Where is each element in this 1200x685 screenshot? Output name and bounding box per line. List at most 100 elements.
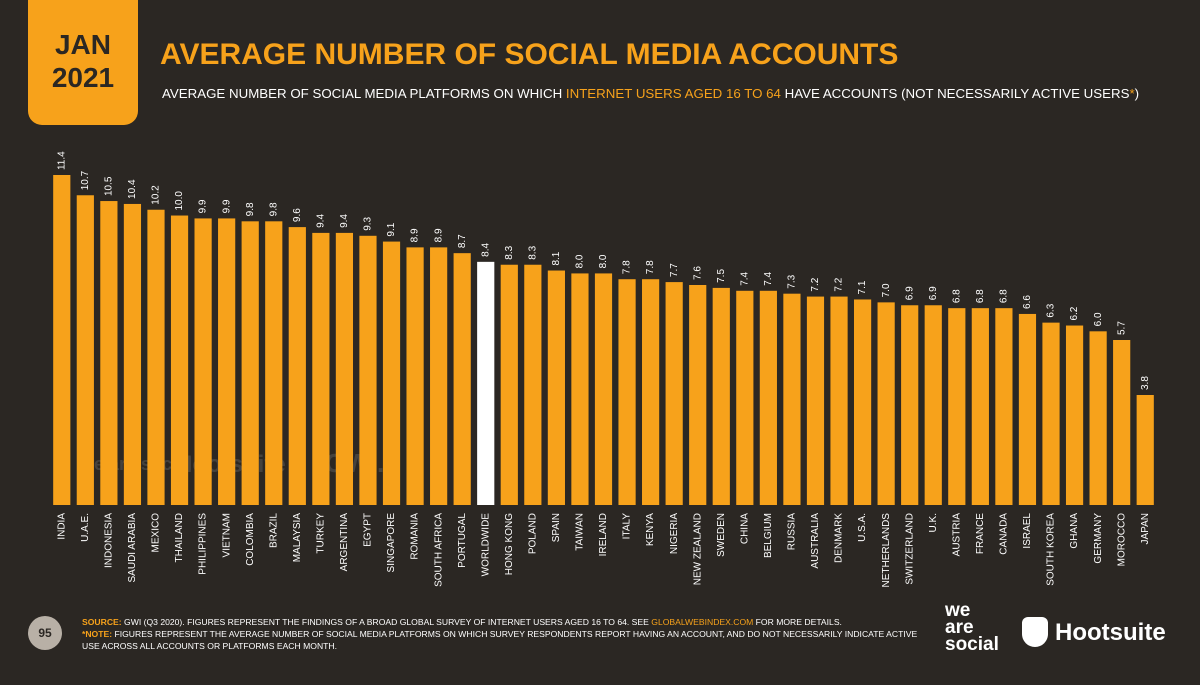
subtitle: AVERAGE NUMBER OF SOCIAL MEDIA PLATFORMS…: [162, 86, 1139, 101]
value-label: 9.9: [198, 199, 209, 213]
x-tick-label: NEW ZEALAND: [692, 513, 703, 585]
bar: [853, 299, 872, 505]
subtitle-part: HAVE ACCOUNTS (NOT NECESSARILY ACTIVE US…: [780, 86, 1130, 101]
month: JAN: [54, 29, 111, 60]
value-label: 6.8: [951, 289, 962, 303]
subtitle-part: ): [1134, 86, 1140, 101]
subtitle-part: AVERAGE NUMBER OF SOCIAL MEDIA PLATFORMS…: [162, 86, 566, 101]
bar: [335, 232, 354, 506]
value-label: 10.2: [151, 185, 162, 205]
value-label: 7.2: [810, 277, 821, 291]
bar: [194, 218, 212, 505]
x-tick-label: COLOMBIA: [245, 513, 256, 566]
x-tick-label: AUSTRIA: [951, 513, 962, 557]
bar: [736, 290, 754, 505]
x-tick-label: GERMANY: [1093, 513, 1104, 564]
x-tick-label: WORLDWIDE: [480, 513, 491, 577]
bar: [241, 221, 259, 505]
value-label: 8.9: [433, 228, 444, 242]
bar: [759, 290, 777, 505]
value-label: 7.5: [716, 269, 727, 283]
bar: [288, 227, 306, 505]
note: *NOTE: FIGURES REPRESENT THE AVERAGE NUM…: [82, 628, 922, 652]
value-label: 6.2: [1069, 306, 1080, 320]
footnote: SOURCE: GWI (Q3 2020). FIGURES REPRESENT…: [82, 616, 922, 652]
we-are-social-logo: we are social: [945, 600, 999, 655]
bar: [500, 264, 518, 505]
x-tick-label: NIGERIA: [669, 513, 680, 554]
value-label: 7.1: [857, 280, 868, 294]
page-number: 95: [28, 616, 62, 650]
source-link: GLOBALWEBINDEX.COM: [651, 617, 754, 627]
value-label: 6.9: [928, 286, 939, 300]
value-label: 3.8: [1140, 376, 1151, 390]
value-label: 6.8: [975, 289, 986, 303]
note-text: FIGURES REPRESENT THE AVERAGE NUMBER OF …: [82, 629, 918, 651]
bar: [1089, 331, 1107, 505]
value-label: 9.8: [268, 202, 279, 216]
bar: [877, 302, 895, 505]
value-label: 7.2: [834, 277, 845, 291]
value-label: 5.7: [1116, 321, 1127, 335]
bar: [571, 273, 589, 505]
bar: [218, 218, 236, 505]
bar: [1018, 313, 1037, 505]
source-text: GWI (Q3 2020). FIGURES REPRESENT THE FIN…: [124, 617, 652, 627]
bar: [901, 305, 919, 505]
bar: [524, 264, 542, 505]
value-label: 10.4: [127, 179, 138, 199]
bar: [995, 308, 1013, 505]
value-label: 7.6: [692, 266, 703, 280]
value-label: 9.9: [221, 199, 232, 213]
title: AVERAGE NUMBER OF SOCIAL MEDIA ACCOUNTS: [160, 38, 899, 71]
value-label: 8.0: [575, 254, 586, 268]
value-label: 10.7: [80, 170, 91, 190]
x-tick-label: MALAYSIA: [292, 513, 303, 563]
logo-word: social: [945, 634, 999, 655]
x-tick-label: DENMARK: [834, 513, 845, 563]
value-label: 8.7: [457, 234, 468, 248]
hootsuite-icon: [1022, 617, 1048, 647]
hootsuite-logo: Hootsuite: [1055, 619, 1166, 646]
value-label: 8.9: [410, 228, 421, 242]
value-label: 8.3: [504, 245, 515, 259]
subtitle-highlight: INTERNET USERS AGED 16 TO 64: [565, 86, 781, 101]
bar: [830, 296, 848, 505]
x-tick-label: CANADA: [999, 513, 1010, 555]
bar: [53, 175, 71, 505]
bar: [1065, 325, 1084, 505]
note-label: *NOTE:: [82, 629, 113, 639]
x-tick-label: EGYPT: [363, 513, 374, 547]
x-tick-label: VIETNAM: [221, 513, 232, 557]
value-label: 9.1: [386, 222, 397, 236]
bar: [1113, 340, 1131, 505]
x-tick-label: JAPAN: [1140, 513, 1151, 545]
bar: [618, 279, 636, 505]
bar: [477, 261, 495, 505]
bar: [594, 273, 613, 505]
x-tick-label: PHILIPPINES: [198, 513, 209, 575]
bar: [924, 305, 942, 505]
value-label: 6.6: [1022, 295, 1033, 309]
x-tick-label: SAUDI ARABIA: [127, 513, 138, 583]
x-tick-label: HONG KONG: [504, 513, 515, 575]
bar: [147, 209, 165, 505]
bar: [406, 247, 424, 506]
chart: we are social Hootsuite GWI. 11.4INDIA10…: [53, 151, 1154, 587]
x-tick-label: ROMANIA: [410, 513, 421, 560]
value-label: 7.7: [669, 263, 680, 277]
x-tick-label: GHANA: [1069, 513, 1080, 549]
x-tick-label: MOROCCO: [1116, 513, 1127, 567]
date-box: JAN 2021: [28, 0, 138, 125]
logo-word: we: [945, 600, 971, 621]
bar: [689, 285, 707, 505]
logo-word: are: [945, 617, 974, 638]
bar: [265, 221, 283, 505]
x-tick-label: RUSSIA: [787, 513, 798, 551]
x-tick-label: BRAZIL: [268, 513, 279, 548]
bar: [1136, 395, 1154, 505]
value-label: 9.4: [339, 214, 350, 228]
x-tick-label: THAILAND: [174, 513, 185, 562]
bar: [453, 253, 471, 505]
